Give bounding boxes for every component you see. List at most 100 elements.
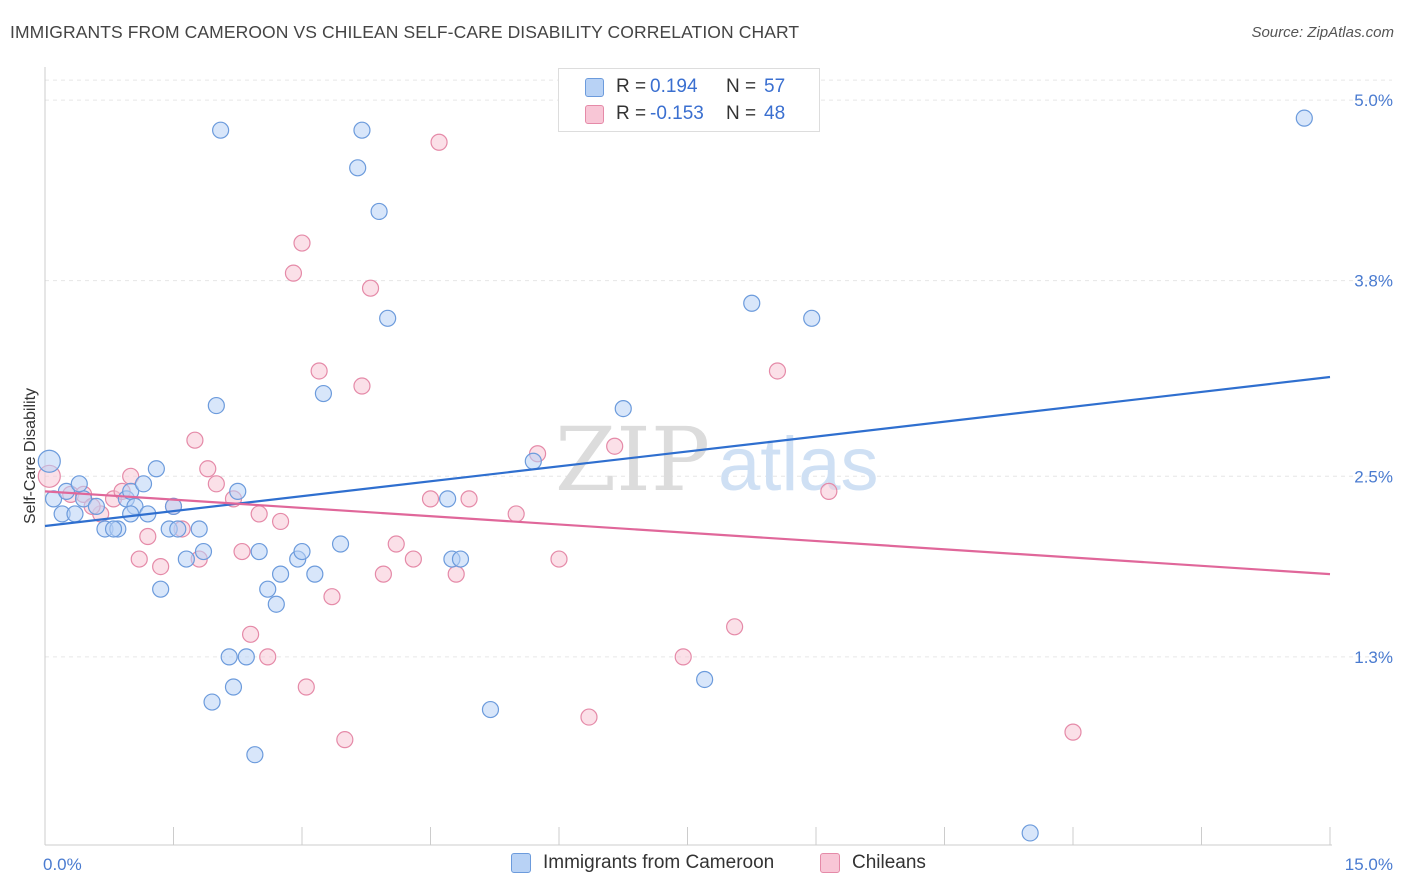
data-point-cameroon bbox=[353, 121, 371, 139]
legend-row-cameroon: R = 0.194 N = 57 bbox=[585, 75, 785, 99]
chart-title: IMMIGRANTS FROM CAMEROON VS CHILEAN SELF… bbox=[10, 22, 800, 42]
data-point-cameroon bbox=[220, 648, 238, 666]
data-point-chileans bbox=[447, 565, 465, 583]
legend-swatch-blue bbox=[585, 77, 604, 97]
data-point-chileans bbox=[323, 588, 341, 606]
data-point-cameroon bbox=[271, 565, 290, 583]
data-point-cameroon bbox=[246, 746, 264, 764]
data-point-cameroon bbox=[331, 535, 350, 553]
data-point-chileans bbox=[421, 490, 440, 508]
data-point-cameroon bbox=[212, 121, 230, 139]
data-point-cameroon bbox=[147, 460, 165, 478]
grid-lines bbox=[45, 79, 1392, 658]
data-point-cameroon bbox=[152, 580, 170, 598]
watermark: ZIP atlas bbox=[555, 408, 879, 511]
data-point-cameroon bbox=[1295, 109, 1313, 127]
data-point-chileans bbox=[550, 550, 568, 568]
data-point-cameroon bbox=[370, 202, 388, 221]
legend-r-value: 0.194 bbox=[650, 76, 698, 97]
legend-r-value: -0.153 bbox=[650, 103, 704, 124]
data-point-cameroon bbox=[37, 449, 61, 473]
data-point-cameroon bbox=[451, 550, 470, 568]
data-point-chileans bbox=[430, 133, 448, 151]
correlation-legend: R = 0.194 N = 57 R = -0.153 N = 48 bbox=[558, 68, 820, 132]
legend-label-cameroon: Immigrants from Cameroon bbox=[543, 852, 775, 873]
legend-label-chileans: Chileans bbox=[852, 852, 926, 873]
data-point-cameroon bbox=[177, 550, 195, 568]
y-tick-label: 2.5% bbox=[1354, 467, 1393, 486]
data-point-chileans bbox=[580, 708, 598, 726]
legend-swatch-pink bbox=[820, 853, 840, 873]
legend-r-label: R = bbox=[616, 76, 647, 97]
trend-line-chileans bbox=[44, 490, 1331, 576]
y-tick-label: 1.3% bbox=[1354, 648, 1393, 667]
data-point-chileans bbox=[242, 625, 260, 643]
data-point-cameroon bbox=[122, 505, 140, 523]
data-point-chileans bbox=[293, 234, 311, 252]
data-point-chileans bbox=[233, 542, 251, 561]
trend-lines bbox=[44, 375, 1331, 576]
data-point-cameroon bbox=[439, 490, 457, 508]
data-point-chileans bbox=[726, 618, 744, 636]
data-point-cameroon bbox=[194, 542, 213, 561]
data-point-cameroon bbox=[293, 542, 311, 561]
series-legend: Immigrants from Cameroon Chileans bbox=[0, 852, 1406, 876]
data-point-cameroon bbox=[524, 452, 542, 470]
y-axis-label: Self-Care Disability bbox=[22, 388, 39, 524]
data-point-chileans bbox=[259, 648, 277, 666]
series-cameroon bbox=[37, 109, 1313, 842]
data-point-cameroon bbox=[250, 542, 268, 561]
watermark-atlas: atlas bbox=[718, 422, 879, 507]
trend-line-cameroon bbox=[44, 375, 1331, 528]
data-point-cameroon bbox=[104, 520, 123, 538]
data-point-cameroon bbox=[349, 159, 367, 177]
legend-n-value: 57 bbox=[764, 76, 786, 97]
data-point-cameroon bbox=[190, 520, 208, 538]
data-point-cameroon bbox=[224, 678, 243, 696]
legend-item-chileans: Chileans bbox=[820, 852, 926, 874]
y-tick-label: 3.8% bbox=[1354, 272, 1393, 291]
tick-labels: 1.3% 2.5% 3.8% 5.0% 0.0% 15.0% bbox=[43, 91, 1393, 874]
x-tick-label: 15.0% bbox=[1345, 855, 1393, 874]
data-point-chileans bbox=[361, 279, 380, 297]
data-point-cameroon bbox=[259, 580, 277, 598]
data-point-chileans bbox=[139, 527, 157, 546]
data-point-chileans bbox=[336, 731, 354, 749]
data-point-chileans bbox=[353, 377, 371, 395]
source-label: Source: ZipAtlas.com bbox=[1251, 24, 1394, 41]
data-point-cameroon bbox=[169, 520, 187, 538]
data-point-cameroon bbox=[481, 700, 500, 719]
series-chileans bbox=[37, 133, 1082, 749]
data-point-chileans bbox=[152, 558, 170, 576]
data-point-chileans bbox=[460, 490, 478, 508]
data-point-cameroon bbox=[803, 309, 821, 327]
data-point-cameroon bbox=[203, 693, 221, 711]
data-point-cameroon bbox=[229, 482, 247, 500]
data-point-chileans bbox=[250, 505, 268, 523]
data-point-chileans bbox=[507, 505, 525, 523]
data-point-chileans bbox=[404, 550, 422, 568]
data-point-chileans bbox=[768, 362, 787, 380]
data-point-cameroon bbox=[87, 497, 106, 516]
data-point-cameroon bbox=[70, 475, 88, 493]
data-point-chileans bbox=[284, 264, 303, 282]
legend-n-label: N = bbox=[726, 103, 757, 124]
data-point-chileans bbox=[820, 482, 838, 500]
data-point-cameroon bbox=[743, 294, 761, 312]
data-point-chileans bbox=[199, 460, 217, 478]
data-point-chileans bbox=[186, 431, 204, 449]
data-point-chileans bbox=[271, 512, 290, 531]
data-point-cameroon bbox=[614, 399, 632, 418]
data-point-cameroon bbox=[134, 475, 153, 493]
legend-swatch-pink bbox=[585, 104, 604, 124]
watermark-zip: ZIP bbox=[555, 408, 710, 511]
data-point-chileans bbox=[1064, 723, 1082, 741]
legend-item-cameroon: Immigrants from Cameroon bbox=[511, 852, 774, 874]
data-point-chileans bbox=[674, 648, 692, 666]
data-point-cameroon bbox=[379, 309, 397, 327]
data-point-chileans bbox=[606, 437, 624, 455]
legend-swatch-blue bbox=[511, 853, 531, 873]
data-point-chileans bbox=[310, 362, 328, 380]
data-point-cameroon bbox=[696, 670, 714, 689]
